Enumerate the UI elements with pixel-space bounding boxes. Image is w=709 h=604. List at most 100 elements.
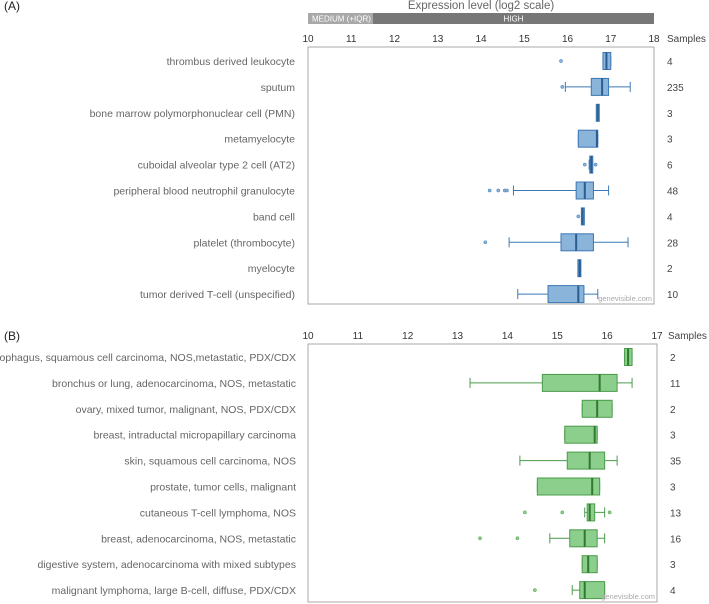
watermark: genevisible.com (601, 592, 655, 601)
iqr-box (541, 373, 618, 392)
data-row: malignant lymphoma, large B-cell, diffus… (52, 581, 676, 600)
row-samples: 6 (667, 161, 673, 172)
row-label: digestive system, adenocarcinoma with mi… (37, 559, 296, 571)
data-row: sputum 235 (261, 77, 684, 96)
row-samples: 235 (667, 83, 684, 94)
outlier-point (523, 510, 527, 515)
outlier-point (560, 85, 565, 89)
data-row: bronchus or lung, adenocarcinoma, NOS, m… (52, 373, 681, 392)
outlier-point (487, 188, 492, 193)
row-samples: 4 (667, 212, 673, 223)
row-label: peripheral blood neutrophil granulocyte (113, 186, 295, 198)
x-tick-label: 11 (353, 331, 364, 342)
row-samples: 4 (670, 586, 676, 597)
iqr-box (569, 529, 598, 548)
data-row: platelet (thrombocyte) 28 (193, 233, 679, 252)
outlier-point (607, 510, 612, 515)
row-label: thrombus derived leukocyte (167, 56, 296, 68)
row-samples: 4 (667, 57, 673, 68)
data-row: metamyelocyte 3 (224, 129, 673, 148)
data-row: breast, intraductal micropapillary carci… (94, 425, 676, 444)
row-samples: 3 (670, 483, 676, 494)
samples-header: Samples (667, 34, 706, 45)
row-label: myelocyte (248, 263, 295, 275)
outlier-point (582, 162, 587, 167)
outlier-point (496, 188, 501, 193)
row-label: cuboidal alveolar type 2 cell (AT2) (138, 160, 295, 172)
outlier-point (478, 536, 482, 541)
data-row: ovary, mixed tumor, malignant, NOS, PDX/… (76, 399, 676, 418)
row-label: platelet (thrombocyte) (193, 237, 295, 249)
iqr-box (581, 555, 598, 574)
outlier-point (559, 59, 563, 63)
x-tick-label: 16 (562, 34, 574, 45)
x-tick-label: 14 (475, 34, 487, 45)
row-samples: 11 (670, 379, 681, 390)
x-tick-label: 17 (605, 34, 617, 45)
data-row: digestive system, adenocarcinoma with mi… (37, 555, 676, 574)
row-label: cutaneous T-cell lymphoma, NOS (140, 507, 296, 519)
x-tick-label: 10 (302, 34, 314, 45)
x-tick-label: 17 (651, 331, 663, 342)
x-tick-label: 14 (502, 331, 514, 342)
row-label: tumor derived T-cell (unspecified) (140, 289, 295, 301)
chart-panel-b: (B) 10 11 12 13 14 15 16 17 Samples esophagus, squ… (0, 329, 707, 603)
x-tick-label: 18 (648, 34, 660, 45)
expression-band-label: HIGH (503, 15, 523, 24)
row-label: esophagus, squamous cell carcinoma, NOS,… (0, 352, 296, 364)
row-label: breast, adenocarcinoma, NOS, metastatic (101, 533, 296, 545)
row-samples: 2 (670, 405, 676, 416)
row-samples: 35 (670, 457, 682, 468)
row-samples: 16 (670, 534, 682, 545)
x-tick-label: 10 (302, 331, 314, 342)
row-label: bronchus or lung, adenocarcinoma, NOS, m… (52, 378, 296, 390)
outlier-point (560, 510, 565, 515)
row-label: malignant lymphoma, large B-cell, diffus… (52, 585, 296, 597)
outlier-point (576, 214, 581, 219)
iqr-box (590, 77, 610, 96)
x-tick-label: 15 (519, 34, 531, 45)
row-samples: 48 (667, 187, 679, 198)
data-row: cuboidal alveolar type 2 cell (AT2) 6 (138, 155, 673, 174)
data-row: esophagus, squamous cell carcinoma, NOS,… (0, 348, 676, 366)
iqr-box (577, 129, 599, 148)
data-row: myelocyte 2 (248, 259, 673, 278)
row-label: band cell (253, 211, 295, 223)
data-row: bone marrow polymorphonuclear cell (PMN)… (90, 103, 673, 122)
row-label: skin, squamous cell carcinoma, NOS (124, 456, 296, 468)
row-label: bone marrow polymorphonuclear cell (PMN) (90, 108, 295, 120)
iqr-box (586, 503, 596, 522)
row-samples: 28 (667, 238, 679, 249)
watermark: genevisible.com (598, 294, 652, 303)
data-row: peripheral blood neutrophil granulocyte 4… (113, 181, 679, 200)
data-row: band cell 4 (253, 207, 673, 226)
data-row: prostate, tumor cells, malignant 3 (150, 477, 676, 496)
data-row: breast, adenocarcinoma, NOS, metastatic 1… (101, 529, 682, 548)
outlier-point (593, 162, 598, 167)
row-samples: 3 (667, 109, 673, 120)
data-row: cutaneous T-cell lymphoma, NOS 13 (140, 503, 682, 522)
data-row: tumor derived T-cell (unspecified) 10 (140, 285, 679, 304)
outlier-point (483, 240, 488, 245)
outlier-point (505, 188, 509, 193)
row-samples: 2 (667, 264, 673, 275)
expression-band (308, 13, 373, 24)
expression-band-label: MEDIUM (+IQR) (312, 15, 371, 24)
samples-header: Samples (668, 331, 707, 342)
chart-panel-a: (A) Expression level (log2 scale) MEDIUM (… (4, 0, 706, 305)
row-samples: 3 (670, 431, 676, 442)
panel-label: (B) (4, 329, 20, 343)
x-tick-label: 13 (432, 34, 444, 45)
row-samples: 10 (667, 290, 679, 301)
expression-band (372, 13, 654, 24)
row-samples: 2 (670, 353, 676, 364)
row-label: metamyelocyte (224, 134, 295, 146)
iqr-box (547, 285, 585, 304)
iqr-box (536, 477, 601, 496)
iqr-box (579, 581, 606, 600)
x-tick-label: 11 (346, 34, 357, 45)
row-label: breast, intraductal micropapillary carci… (94, 430, 297, 442)
iqr-box (564, 425, 598, 444)
iqr-box (566, 451, 606, 470)
